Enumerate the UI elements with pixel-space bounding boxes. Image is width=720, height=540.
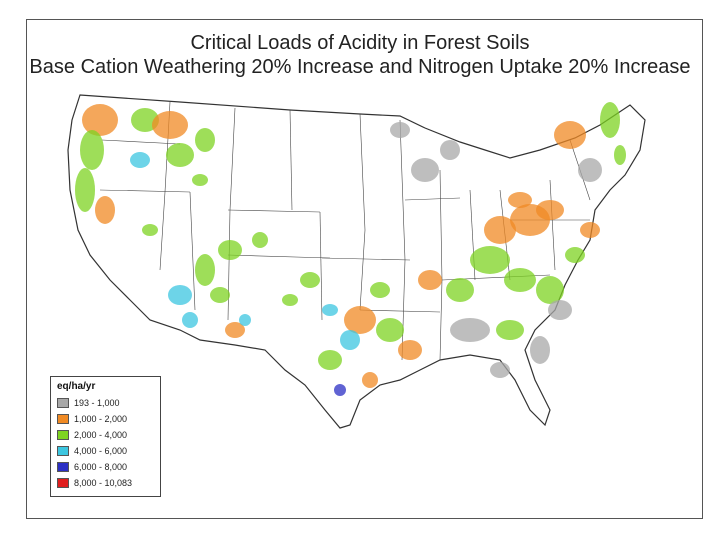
legend-label: 4,000 - 6,000	[74, 446, 128, 456]
soil-patch	[418, 270, 442, 290]
soil-patch	[82, 104, 118, 136]
soil-patch	[504, 268, 536, 292]
soil-patch	[130, 152, 150, 168]
legend-label: 193 - 1,000	[74, 398, 120, 408]
soil-patch	[600, 102, 620, 138]
legend-item: 6,000 - 8,000	[57, 459, 154, 475]
legend-swatch	[57, 430, 69, 440]
legend-item: 1,000 - 2,000	[57, 411, 154, 427]
soil-patch	[152, 111, 188, 139]
legend-swatch	[57, 478, 69, 488]
soil-patch	[536, 276, 564, 304]
soil-patch	[390, 122, 410, 138]
soil-patch	[252, 232, 268, 248]
legend: eq/ha/yr 193 - 1,000 1,000 - 2,000 2,000…	[50, 376, 161, 497]
soil-patch	[450, 318, 490, 342]
soil-patch	[398, 340, 422, 360]
soil-patch	[80, 130, 104, 170]
soil-patch	[536, 200, 564, 220]
soil-patch	[225, 322, 245, 338]
legend-swatch	[57, 398, 69, 408]
soil-patch	[362, 372, 378, 388]
soil-patch	[446, 278, 474, 302]
soil-patch	[322, 304, 338, 316]
soil-patch	[411, 158, 439, 182]
soil-patch	[340, 330, 360, 350]
legend-item: 8,000 - 10,083	[57, 475, 154, 491]
legend-item: 2,000 - 4,000	[57, 427, 154, 443]
soil-patch	[300, 272, 320, 288]
us-outline	[67, 94, 646, 429]
soil-patch	[484, 216, 516, 244]
soil-patch	[548, 300, 572, 320]
soil-patch	[142, 224, 158, 236]
soil-patch	[554, 121, 586, 149]
soil-patch	[440, 140, 460, 160]
soil-patch	[370, 282, 390, 298]
critical-load-patches	[75, 102, 626, 396]
soil-patch	[218, 240, 242, 260]
legend-title: eq/ha/yr	[57, 381, 96, 392]
soil-patch	[344, 306, 376, 334]
legend-swatch	[57, 462, 69, 472]
state-borders	[99, 101, 591, 361]
soil-patch	[376, 318, 404, 342]
legend-label: 6,000 - 8,000	[74, 462, 128, 472]
soil-patch	[195, 128, 215, 152]
legend-swatch	[57, 414, 69, 424]
soil-patch	[614, 145, 626, 165]
soil-patch	[470, 246, 510, 274]
soil-patch	[318, 350, 342, 370]
legend-label: 1,000 - 2,000	[74, 414, 128, 424]
soil-patch	[282, 294, 298, 306]
map-title: Critical Loads of Acidity in Forest Soil…	[190, 32, 530, 54]
soil-patch	[95, 196, 115, 224]
soil-patch	[239, 314, 251, 326]
soil-patch	[530, 336, 550, 364]
soil-patch	[580, 222, 600, 238]
soil-patch	[195, 254, 215, 286]
legend-item: 4,000 - 6,000	[57, 443, 154, 459]
soil-patch	[578, 158, 602, 182]
us-forest-soil-map	[67, 94, 646, 429]
legend-label: 2,000 - 4,000	[74, 430, 128, 440]
legend-swatch	[57, 446, 69, 456]
soil-patch	[192, 174, 208, 186]
legend-label: 8,000 - 10,083	[74, 478, 133, 488]
soil-patch	[168, 285, 192, 305]
map-subtitle: Base Cation Weathering 20% Increase and …	[29, 56, 691, 78]
soil-patch	[131, 108, 159, 132]
soil-patch	[496, 320, 524, 340]
soil-patch	[490, 362, 510, 378]
soil-patch	[210, 287, 230, 303]
soil-patch	[166, 143, 194, 167]
soil-patch	[182, 312, 198, 328]
soil-patch	[508, 192, 532, 208]
soil-patch	[334, 384, 346, 396]
legend-item: 193 - 1,000	[57, 395, 154, 411]
soil-patch	[75, 168, 95, 212]
soil-patch	[565, 247, 585, 263]
